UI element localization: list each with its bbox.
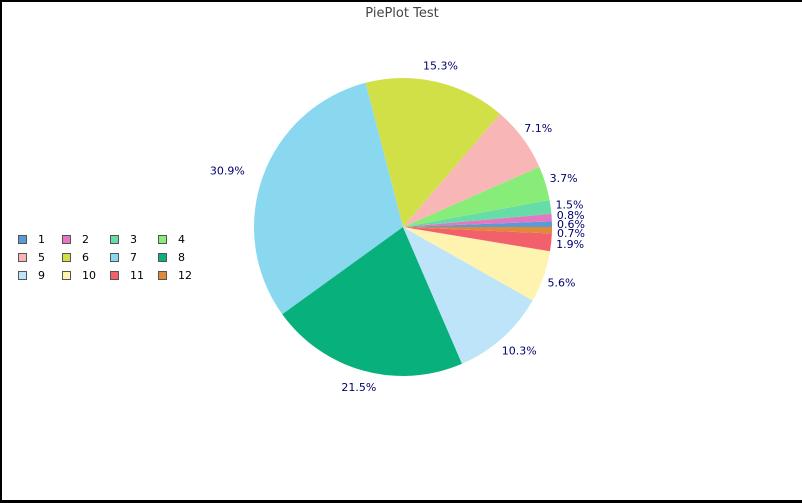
legend-swatch-6: [62, 252, 71, 262]
legend-label-5: 5: [38, 250, 45, 264]
pie-slice-10: [403, 227, 551, 301]
pct-label-8: 21.5%: [341, 381, 376, 394]
legend-label-6: 6: [82, 250, 89, 264]
pie-slice-4: [403, 166, 550, 227]
legend-item-6: 6: [62, 250, 110, 264]
pie-slice-9: [403, 227, 533, 364]
pct-label-5: 7.1%: [524, 122, 552, 135]
pct-label-4: 3.7%: [550, 172, 578, 185]
legend: 1 2 3 4 5 6 7 8 9 10 11 12: [18, 232, 198, 282]
pie-slice-6: [365, 77, 501, 227]
legend-label-4: 4: [178, 232, 185, 246]
legend-label-11: 11: [130, 268, 144, 282]
legend-swatch-10: [62, 270, 71, 280]
pct-label-9: 10.3%: [502, 345, 537, 358]
legend-label-1: 1: [38, 232, 45, 246]
pct-label-11: 1.9%: [556, 238, 584, 251]
legend-swatch-3: [110, 234, 119, 244]
legend-swatch-12: [158, 270, 167, 280]
pie-slice-11: [403, 227, 552, 252]
legend-item-5: 5: [18, 250, 62, 264]
legend-swatch-9: [18, 270, 27, 280]
legend-item-12: 12: [158, 268, 198, 282]
pie-slice-3: [403, 199, 552, 227]
pct-label-12: 0.7%: [557, 227, 585, 240]
pie-slice-2: [403, 213, 552, 227]
pct-label-7: 30.9%: [210, 165, 245, 178]
legend-item-7: 7: [110, 250, 158, 264]
legend-swatch-8: [158, 252, 167, 262]
pie-slice-12: [403, 227, 552, 234]
legend-swatch-11: [110, 270, 119, 280]
legend-swatch-2: [62, 234, 71, 244]
legend-item-8: 8: [158, 250, 198, 264]
pct-label-1: 0.6%: [557, 218, 585, 231]
legend-swatch-1: [18, 234, 27, 244]
legend-label-12: 12: [178, 268, 192, 282]
pie-slice-8: [282, 227, 463, 376]
pct-label-2: 0.8%: [557, 209, 585, 222]
legend-label-9: 9: [38, 268, 45, 282]
legend-swatch-5: [18, 252, 27, 262]
legend-item-3: 3: [110, 232, 158, 246]
legend-swatch-4: [158, 234, 167, 244]
legend-item-4: 4: [158, 232, 198, 246]
legend-item-11: 11: [110, 268, 158, 282]
pie-slice-1: [403, 221, 552, 227]
legend-item-9: 9: [18, 268, 62, 282]
legend-label-2: 2: [82, 232, 89, 246]
legend-swatch-7: [110, 252, 119, 262]
pie-slice-5: [403, 113, 540, 227]
legend-item-2: 2: [62, 232, 110, 246]
legend-item-1: 1: [18, 232, 62, 246]
legend-label-7: 7: [130, 250, 137, 264]
pct-label-6: 15.3%: [423, 59, 458, 72]
legend-label-3: 3: [130, 232, 137, 246]
legend-item-10: 10: [62, 268, 110, 282]
pct-label-3: 1.5%: [556, 199, 584, 212]
legend-label-10: 10: [82, 268, 96, 282]
legend-label-8: 8: [178, 250, 185, 264]
pct-label-10: 5.6%: [548, 276, 576, 289]
chart-title: PiePlot Test: [365, 6, 439, 21]
pie-slice-7: [254, 82, 403, 315]
